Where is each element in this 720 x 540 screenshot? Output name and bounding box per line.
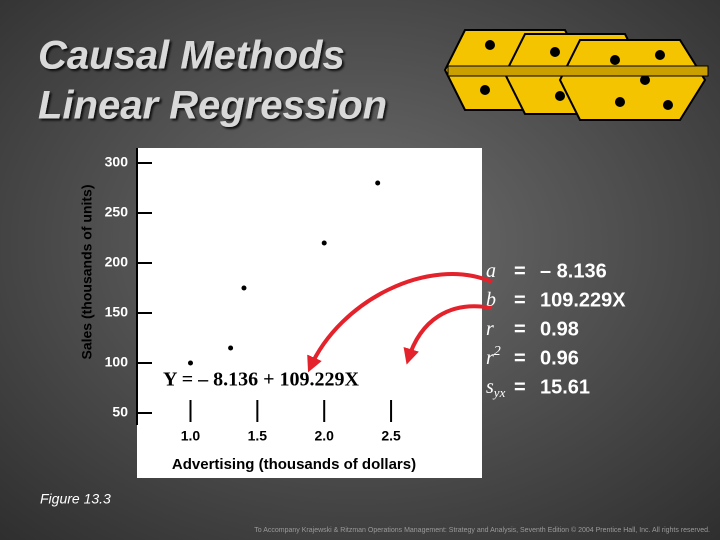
y-axis-title: Sales (thousands of units) xyxy=(79,184,95,359)
stat-symbol-text: a xyxy=(486,260,496,282)
x-tick-label: 1.0 xyxy=(181,428,201,444)
data-point xyxy=(375,180,381,186)
slide-title-line: Causal Methods xyxy=(38,34,345,78)
stat-symbol: r2 xyxy=(486,344,501,368)
stat-symbol-text: r xyxy=(486,318,494,340)
stat-value: – 8.136 xyxy=(540,260,607,282)
stat-symbol: b xyxy=(486,289,496,311)
arrow xyxy=(307,272,493,373)
slide-title-line: Linear Regression xyxy=(38,84,387,128)
stat-sign: = xyxy=(514,347,526,369)
arrow xyxy=(403,304,493,365)
stat-sign: = xyxy=(514,289,526,311)
y-tick-label: 250 xyxy=(105,204,129,220)
stat-value: 0.96 xyxy=(540,347,579,369)
stat-symbol-text: r xyxy=(486,347,494,369)
stat-value: 15.61 xyxy=(540,376,590,398)
data-point xyxy=(321,240,327,246)
data-point xyxy=(187,360,193,366)
dominoes xyxy=(443,29,709,121)
stat-sign: = xyxy=(514,318,526,340)
y-tick-label: 150 xyxy=(105,304,129,320)
stat-symbol-text: b xyxy=(486,289,496,311)
x-axis-title: Advertising (thousands of dollars) xyxy=(172,456,416,473)
stat-sign: = xyxy=(514,260,526,282)
regression-stats: a = – 8.136 b = 109.229X r = 0.98 r2 = 0.96 syx = 15.6… xyxy=(486,260,626,400)
x-tick-label: 2.5 xyxy=(381,428,401,444)
plot-background xyxy=(137,148,482,478)
figure-caption: Figure 13.3 xyxy=(40,491,111,507)
regression-equation: Y = – 8.136 + 109.229X xyxy=(163,369,359,391)
stat-superscript: 2 xyxy=(494,344,501,359)
y-tick-label: 200 xyxy=(105,254,129,270)
y-tick-label: 300 xyxy=(105,154,129,170)
stat-symbol-text: s xyxy=(486,376,494,398)
stat-sign: = xyxy=(514,376,526,398)
stat-subscript: yx xyxy=(492,385,506,400)
y-tick-label: 50 xyxy=(112,404,128,420)
stat-symbol: r xyxy=(486,318,494,340)
y-tick-label: 100 xyxy=(105,354,129,370)
footer: To Accompany Krajewski & Ritzman Operati… xyxy=(254,526,710,534)
stat-symbol: syx xyxy=(486,376,506,400)
stat-symbol: a xyxy=(486,260,496,282)
stat-value: 0.98 xyxy=(540,318,579,340)
x-tick-label: 1.5 xyxy=(248,428,268,444)
x-tick-label: 2.0 xyxy=(314,428,334,444)
data-point xyxy=(228,345,234,351)
stat-value: 109.229X xyxy=(540,289,626,311)
data-point xyxy=(241,285,247,291)
